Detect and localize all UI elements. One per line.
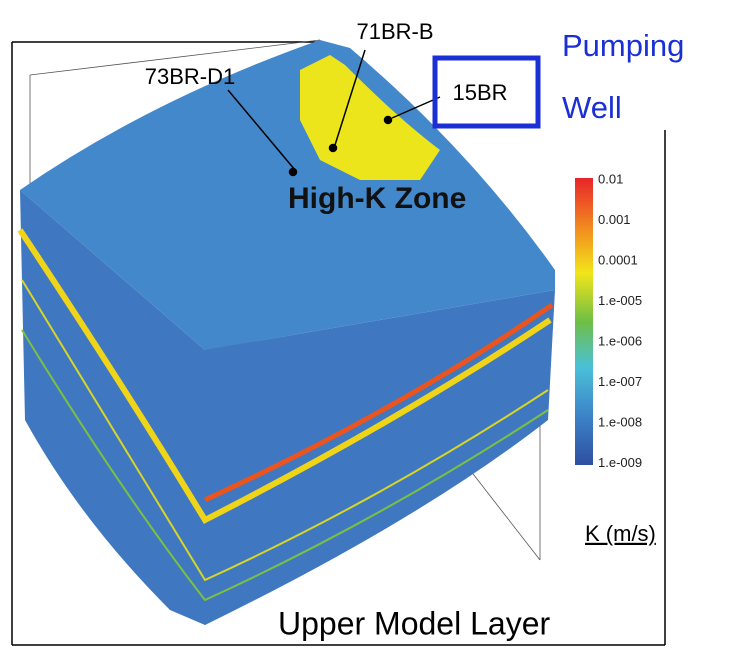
pumping-label: Pumping (562, 28, 684, 63)
colorbar-label: 0.001 (598, 212, 631, 227)
colorbar-label: 1.e-008 (598, 414, 642, 429)
zone-label: High-K Zone (288, 182, 466, 215)
colorbar-label: 1.e-005 (598, 293, 642, 308)
figure: 73BR-D1 71BR-B 15BR Pumping Well High-K … (0, 0, 731, 650)
colorbar-label: 1.e-006 (598, 333, 642, 348)
colorbar (575, 178, 593, 465)
page: {"wells": {"left": "73BR-D1", "middle": … (0, 0, 731, 650)
well-label: 73BR-D1 (145, 64, 235, 89)
caption: Upper Model Layer (278, 605, 550, 641)
pumping-label: Well (562, 90, 622, 125)
colorbar-label: 0.01 (598, 171, 623, 186)
well-label: 71BR-B (356, 19, 433, 44)
colorbar-label: 1.e-007 (598, 374, 642, 389)
colorbar-label: 0.0001 (598, 252, 638, 267)
colorbar-label: 1.e-009 (598, 455, 642, 470)
colorbar-title: K (m/s) (585, 521, 656, 546)
well-label: 15BR (452, 80, 507, 105)
